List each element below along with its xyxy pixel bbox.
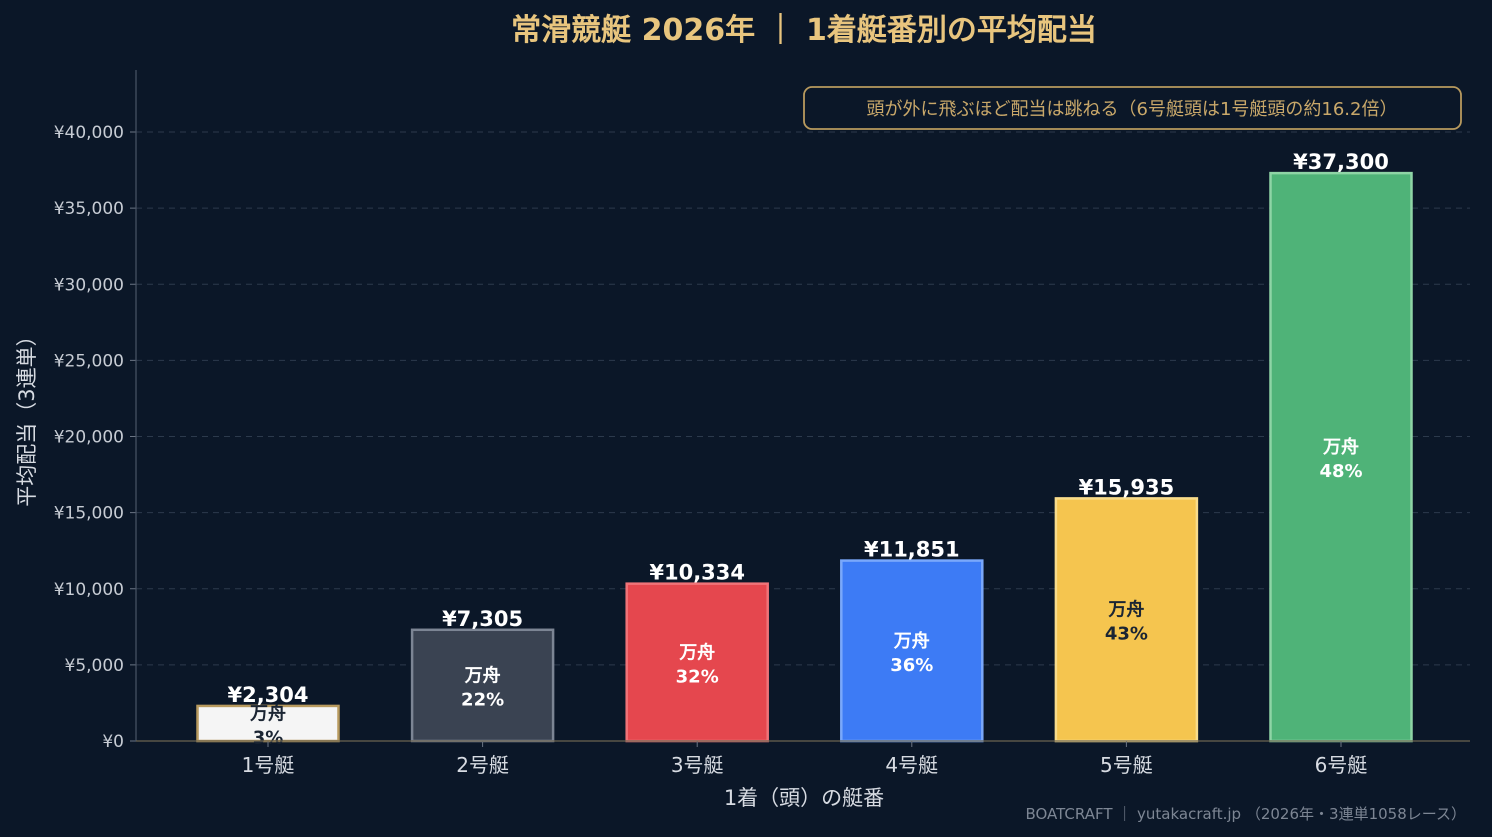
bar-inner-label: 万舟 xyxy=(249,702,286,724)
bar-value-label: ¥15,935 xyxy=(1079,475,1175,499)
bar-manshu-rate: 32% xyxy=(676,666,719,687)
y-tick-label: ¥35,000 xyxy=(54,199,124,219)
bar-value-label: ¥2,304 xyxy=(227,683,308,707)
annotation-text: 頭が外に飛ぶほど配当は跳ねる（6号艇頭は1号艇頭の約16.2倍） xyxy=(867,99,1398,120)
y-tick-label: ¥15,000 xyxy=(54,504,124,524)
bar-value-label: ¥7,305 xyxy=(442,607,523,631)
x-tick-label: 3号艇 xyxy=(671,753,724,777)
x-axis-label: 1着（頭）の艇番 xyxy=(724,786,884,810)
bar-manshu-rate: 48% xyxy=(1319,461,1362,482)
y-tick-label: ¥30,000 xyxy=(54,275,124,295)
bar-inner-label: 万舟 xyxy=(893,630,930,652)
bar-value-label: ¥11,851 xyxy=(864,538,960,562)
x-tick-layer: 1号艇 2号艇 3号艇 4号艇 5号艇 6号艇 xyxy=(242,741,1368,777)
y-axis-label: 平均配当（3連単） xyxy=(15,325,39,506)
bar-inner-label: 万舟 xyxy=(678,641,715,663)
y-tick-label: ¥25,000 xyxy=(54,351,124,371)
x-tick-label: 1号艇 xyxy=(242,753,295,777)
bar xyxy=(840,559,984,743)
bar-inner-label: 万舟 xyxy=(1322,436,1359,458)
bar xyxy=(1054,497,1199,743)
y-tick-label: ¥10,000 xyxy=(54,580,124,600)
x-tick-label: 6号艇 xyxy=(1315,753,1368,777)
grid-layer xyxy=(136,131,1470,666)
y-tick-label: ¥20,000 xyxy=(54,428,124,448)
x-tick-label: 4号艇 xyxy=(885,753,938,777)
y-tick-label: ¥40,000 xyxy=(54,123,124,143)
footer-credit: BOATCRAFT ｜ yutakacraft.jp （2026年・3連単105… xyxy=(1025,805,1466,823)
bar-manshu-rate: 22% xyxy=(461,689,504,710)
bar-layer: ¥2,304万舟3%¥7,305万舟22%¥10,334万舟32%¥11,851… xyxy=(196,150,1413,748)
bar xyxy=(625,582,769,743)
y-tick-label: ¥0 xyxy=(102,732,124,752)
bar-value-label: ¥37,300 xyxy=(1293,150,1389,174)
x-tick-label: 5号艇 xyxy=(1100,753,1153,777)
x-tick-label: 2号艇 xyxy=(456,753,509,777)
bar-manshu-rate: 36% xyxy=(890,655,933,676)
bar-value-label: ¥10,334 xyxy=(649,561,745,585)
bar-inner-label: 万舟 xyxy=(464,664,501,686)
annotation-box: 頭が外に飛ぶほど配当は跳ねる（6号艇頭は1号艇頭の約16.2倍） xyxy=(803,86,1462,130)
bar xyxy=(410,628,555,743)
y-tick-layer: ¥0 ¥5,000 ¥10,000 ¥15,000 ¥20,000 ¥25,000 ¥30,… xyxy=(54,123,136,752)
bar-inner-label: 万舟 xyxy=(1107,599,1144,621)
bar-manshu-rate: 3% xyxy=(253,727,284,748)
y-tick-label: ¥5,000 xyxy=(65,656,124,676)
chart-title: 常滑競艇 2026年 ｜ 1着艇番別の平均配当 xyxy=(511,13,1097,48)
bar-manshu-rate: 43% xyxy=(1105,624,1148,645)
bar xyxy=(196,704,340,743)
